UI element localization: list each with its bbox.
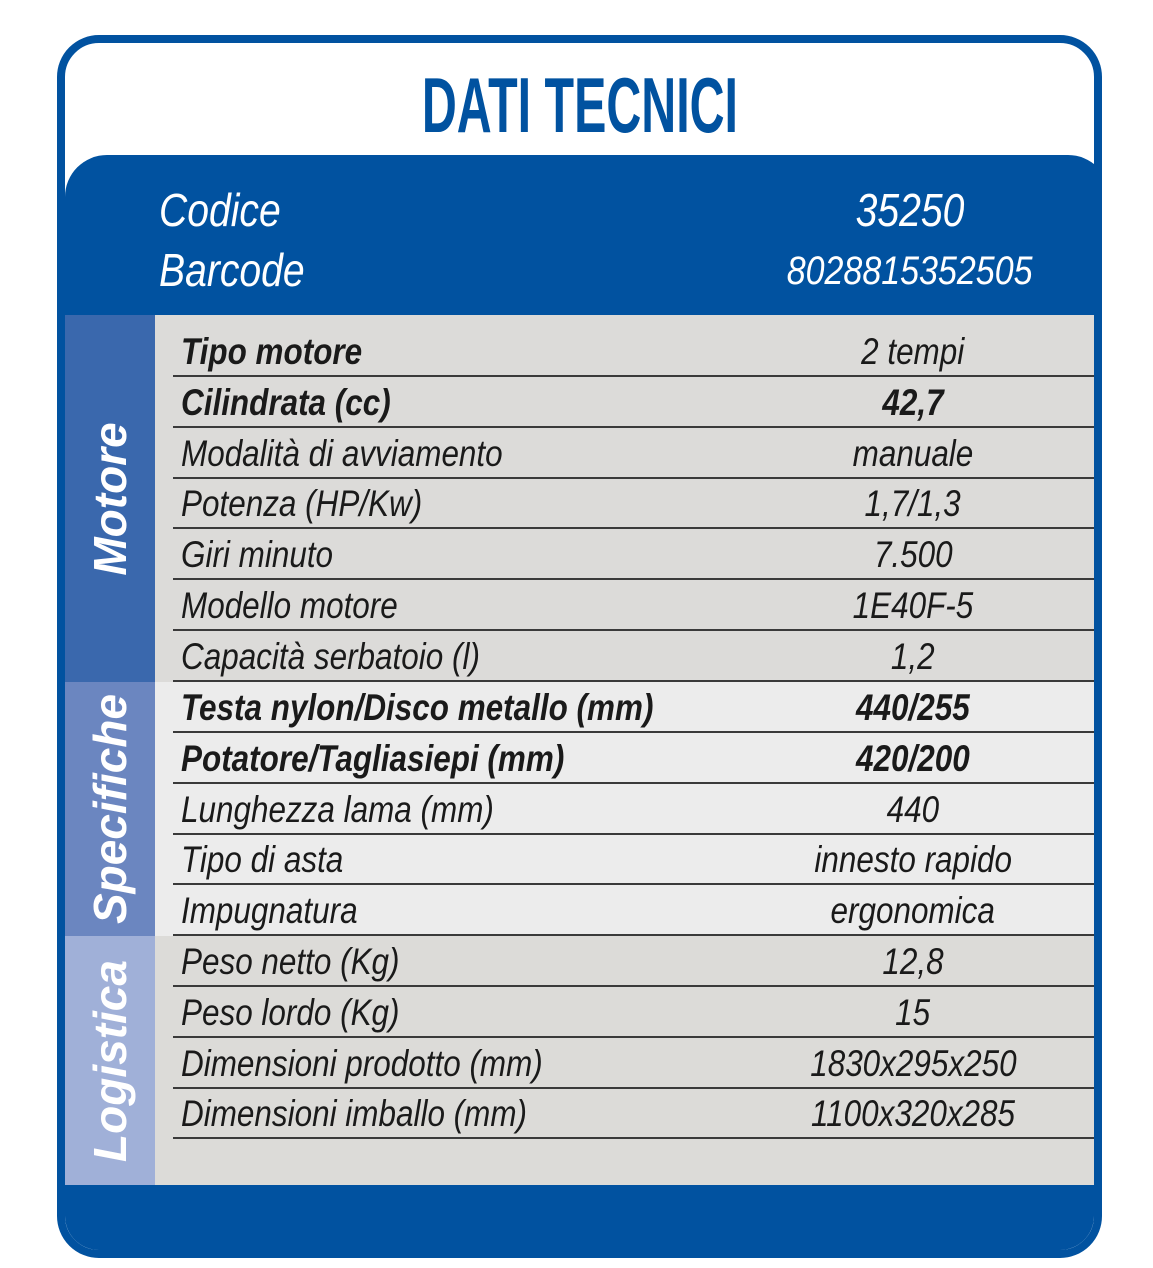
spec-label: Peso netto (Kg) — [181, 941, 400, 982]
spec-label: Impugnatura — [181, 890, 358, 932]
section-label-logistica: Logistica — [65, 936, 155, 1185]
section-label-motore: Motore — [65, 315, 155, 682]
spec-value: 1830x295x250 — [809, 1042, 1017, 1084]
spec-label: Potatore/Tagliasiepi (mm) — [181, 737, 565, 779]
spec-row: Potenza (HP/Kw) 1,7/1,3 — [173, 478, 1094, 530]
spec-label: Tipo motore — [181, 331, 363, 372]
spec-label: Modalità di avviamento — [181, 432, 503, 474]
spec-value: 1,7/1,3 — [864, 483, 962, 525]
barcode-label: Barcode — [159, 244, 305, 296]
spec-value: 440 — [886, 788, 940, 830]
spec-row: Dimensioni prodotto (mm) 1830x295x250 — [173, 1038, 1094, 1089]
spec-label: Dimensioni imballo (mm) — [181, 1093, 528, 1135]
page-title: DATI TECNICI — [65, 65, 1094, 145]
spec-value: innesto rapido — [814, 839, 1012, 881]
section-specifiche — [155, 682, 1094, 936]
title-text: DATI TECNICI — [421, 61, 738, 149]
spec-label: Giri minuto — [181, 534, 334, 576]
spec-value: 420/200 — [856, 737, 970, 779]
spec-value: 12,8 — [882, 941, 944, 982]
spec-row: Capacità serbatoio (l) 1,2 — [173, 631, 1094, 682]
spec-value: 1E40F-5 — [852, 585, 974, 626]
spec-label: Modello motore — [181, 585, 398, 626]
code-label: Codice — [159, 184, 281, 236]
tech-specs-card: DATI TECNICI Codice 35250 Barcode 802881… — [57, 35, 1102, 1258]
spec-row: Tipo di asta innesto rapido — [173, 834, 1094, 886]
spec-label: Lunghezza lama (mm) — [181, 788, 494, 830]
spec-value: 42,7 — [882, 381, 944, 423]
spec-row: Peso netto (Kg) 12,8 — [173, 936, 1094, 987]
spec-row: Modalità di avviamento manuale — [173, 428, 1094, 479]
section-label-specifiche: Specifiche — [65, 682, 155, 936]
spec-row: Potatore/Tagliasiepi (mm) 420/200 — [173, 733, 1094, 784]
spec-row: Cilindrata (cc) 42,7 — [173, 377, 1094, 428]
spec-row: Testa nylon/Disco metallo (mm) 440/255 — [173, 682, 1094, 733]
product-header: Codice 35250 Barcode 8028815352505 — [65, 155, 1094, 323]
spec-value: ergonomica — [830, 890, 996, 932]
spec-label: Tipo di asta — [181, 839, 344, 881]
spec-row: Peso lordo (Kg) 15 — [173, 987, 1094, 1038]
spec-row: Lunghezza lama (mm) 440 — [173, 784, 1094, 835]
section-name: Specifiche — [84, 693, 136, 925]
spec-label: Peso lordo (Kg) — [181, 991, 400, 1033]
spec-label: Cilindrata (cc) — [181, 381, 391, 423]
code-value: 35250 — [855, 184, 965, 236]
spec-label: Potenza (HP/Kw) — [181, 483, 423, 525]
spec-value: 7.500 — [873, 534, 953, 576]
spec-row: Modello motore 1E40F-5 — [173, 580, 1094, 631]
spec-value: manuale — [852, 432, 974, 474]
spec-value: 1100x320x285 — [810, 1093, 1016, 1135]
footer-band — [65, 1185, 1094, 1250]
spec-label: Dimensioni prodotto (mm) — [181, 1042, 543, 1084]
barcode-value: 8028815352505 — [787, 249, 1033, 293]
spec-value: 1,2 — [891, 635, 935, 677]
spec-row: Dimensioni imballo (mm) 1100x320x285 — [173, 1088, 1094, 1140]
spec-row: Tipo motore 2 tempi — [173, 326, 1094, 377]
section-logistica — [155, 936, 1094, 1185]
spec-label: Testa nylon/Disco metallo (mm) — [181, 687, 654, 728]
spec-label: Capacità serbatoio (l) — [181, 635, 480, 677]
section-name: Logistica — [84, 959, 136, 1162]
spec-row: Impugnatura ergonomica — [173, 885, 1094, 937]
spec-value: 440/255 — [856, 687, 970, 728]
spec-value: 2 tempi — [861, 331, 965, 372]
spec-row: Giri minuto 7.500 — [173, 529, 1094, 581]
section-name: Motore — [84, 421, 136, 576]
spec-value: 15 — [895, 991, 931, 1033]
